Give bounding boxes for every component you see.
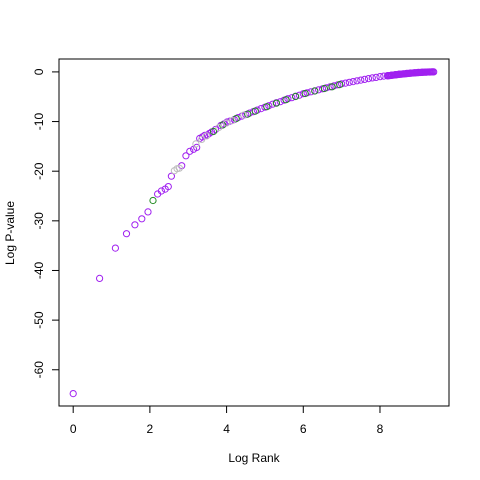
y-tick-label: -30 bbox=[32, 212, 46, 230]
data-point bbox=[111, 244, 120, 252]
data-point bbox=[149, 196, 157, 205]
data-point bbox=[311, 87, 319, 95]
data-point bbox=[228, 117, 236, 125]
data-point bbox=[244, 110, 252, 118]
data-point bbox=[320, 84, 328, 93]
data-point bbox=[203, 132, 211, 140]
y-tick-label: -60 bbox=[32, 361, 46, 379]
data-point bbox=[96, 274, 104, 282]
data-point bbox=[192, 140, 200, 148]
data-point bbox=[251, 107, 259, 115]
points-layer bbox=[69, 68, 438, 398]
data-point bbox=[164, 183, 172, 191]
data-point bbox=[336, 81, 344, 89]
data-point bbox=[353, 77, 361, 85]
data-point bbox=[372, 73, 380, 82]
data-point bbox=[138, 215, 146, 223]
data-point bbox=[209, 127, 218, 136]
data-point bbox=[175, 164, 183, 172]
y-tick-label: -20 bbox=[32, 162, 46, 180]
x-axis: 0 2 4 6 8 bbox=[70, 405, 384, 436]
data-point bbox=[357, 76, 365, 84]
y-tick-label: -50 bbox=[32, 311, 46, 329]
y-tick-label: 0 bbox=[32, 68, 46, 75]
data-point bbox=[269, 100, 277, 108]
x-tick-label: 8 bbox=[377, 422, 384, 436]
data-point bbox=[144, 208, 152, 216]
data-point bbox=[186, 147, 194, 155]
data-point bbox=[131, 221, 139, 229]
data-point bbox=[272, 99, 280, 107]
data-point bbox=[361, 75, 369, 84]
data-point bbox=[263, 103, 271, 111]
x-tick-label: 0 bbox=[70, 422, 77, 436]
y-axis: 0 -10 -20 -30 -40 -50 -60 bbox=[32, 68, 60, 379]
data-point bbox=[157, 187, 165, 195]
data-point bbox=[349, 78, 357, 86]
y-tick-label: -10 bbox=[32, 113, 46, 131]
data-point bbox=[368, 74, 376, 82]
data-point bbox=[364, 75, 373, 83]
x-tick-label: 4 bbox=[223, 422, 230, 436]
data-point bbox=[301, 89, 309, 98]
data-point bbox=[282, 96, 290, 104]
data-point bbox=[122, 230, 131, 238]
data-point bbox=[215, 123, 223, 132]
data-point bbox=[219, 121, 227, 129]
data-point bbox=[182, 152, 190, 160]
data-point bbox=[292, 92, 300, 101]
data-point bbox=[429, 68, 437, 76]
data-point bbox=[376, 73, 384, 81]
data-point bbox=[240, 111, 248, 119]
x-tick-label: 2 bbox=[147, 422, 154, 436]
data-point bbox=[198, 135, 206, 143]
data-point bbox=[328, 83, 336, 91]
data-point bbox=[193, 143, 201, 151]
x-axis-title: Log Rank bbox=[228, 451, 280, 465]
y-tick-label: -40 bbox=[32, 261, 46, 279]
y-axis-title: Log P-value bbox=[3, 201, 17, 265]
data-point bbox=[232, 115, 240, 123]
data-point bbox=[345, 78, 353, 86]
x-tick-label: 6 bbox=[300, 422, 307, 436]
data-point bbox=[167, 172, 175, 180]
data-point bbox=[69, 390, 77, 398]
